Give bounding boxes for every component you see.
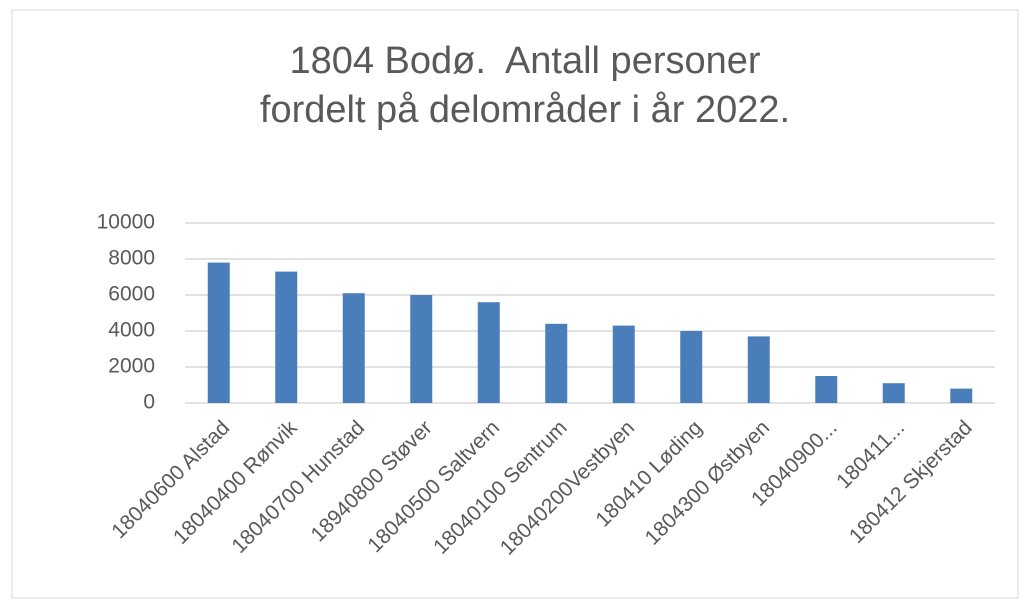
y-tick-label: 8000 (108, 247, 155, 270)
chart-frame (11, 9, 1019, 599)
y-tick-label: 4000 (108, 319, 155, 342)
bar (545, 323, 568, 403)
chart-title: fordelt på delområder i år 2022. (260, 89, 790, 131)
y-tick-label: 10000 (97, 211, 155, 234)
y-tick-label: 2000 (108, 355, 155, 378)
bar (815, 376, 838, 403)
bar (747, 336, 770, 403)
bar (275, 271, 298, 403)
bar (950, 388, 973, 403)
bar (410, 295, 433, 403)
bar (207, 262, 230, 403)
y-tick-label: 6000 (108, 283, 155, 306)
bar (477, 302, 500, 403)
bar (612, 325, 635, 403)
y-tick-label: 0 (143, 391, 155, 414)
chart-title: 1804 Bodø. Antall personer (289, 40, 760, 82)
bar (882, 383, 905, 403)
bar (342, 293, 365, 403)
bar (680, 331, 703, 403)
